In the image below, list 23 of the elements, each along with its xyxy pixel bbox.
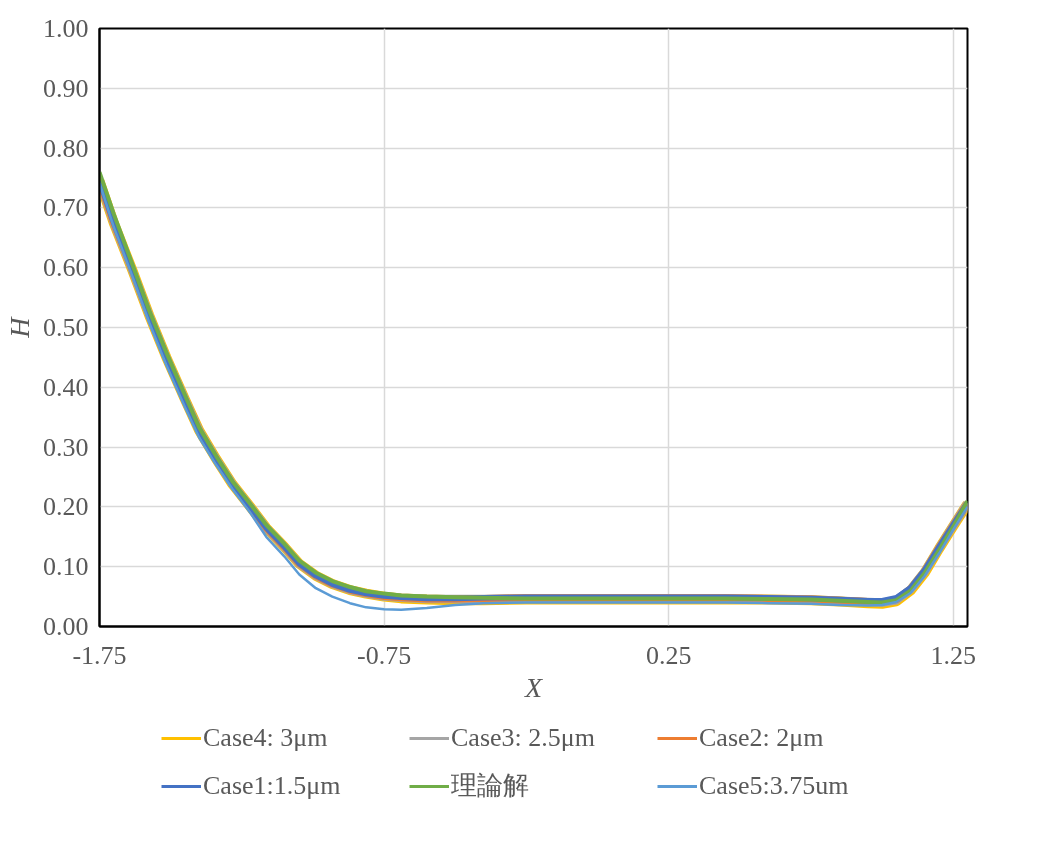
y-axis-title: H	[4, 315, 35, 339]
x-tick-label: -0.75	[357, 640, 412, 670]
legend-label: Case4: 3μm	[203, 723, 329, 753]
y-tick-label: 0.20	[43, 492, 89, 522]
legend-label: Case5:3.75um	[699, 770, 850, 801]
y-tick-label: 0.70	[43, 193, 89, 223]
y-tick-label: 0.00	[43, 612, 89, 641]
legend-label: Case1:1.5μm	[203, 770, 342, 801]
y-tick-label: 1.00	[43, 14, 89, 43]
legend-label: Case2: 2μm	[699, 723, 825, 753]
legend-label: Case3: 2.5μm	[451, 723, 596, 753]
y-tick-label: 0.30	[43, 432, 89, 462]
x-tick-label: -1.75	[72, 640, 127, 670]
y-tick-label: 0.50	[43, 313, 89, 342]
y-tick-label: 0.10	[43, 552, 89, 582]
y-tick-label: 0.40	[43, 372, 89, 402]
x-tick-label: 0.25	[645, 640, 692, 670]
y-tick-label: 0.60	[43, 253, 89, 283]
y-tick-label: 0.80	[43, 133, 89, 163]
y-tick-label: 0.90	[43, 73, 89, 103]
x-axis-title: X	[523, 671, 543, 703]
legend-label: 理論解	[451, 770, 530, 802]
x-tick-label: 1.25	[930, 640, 977, 670]
